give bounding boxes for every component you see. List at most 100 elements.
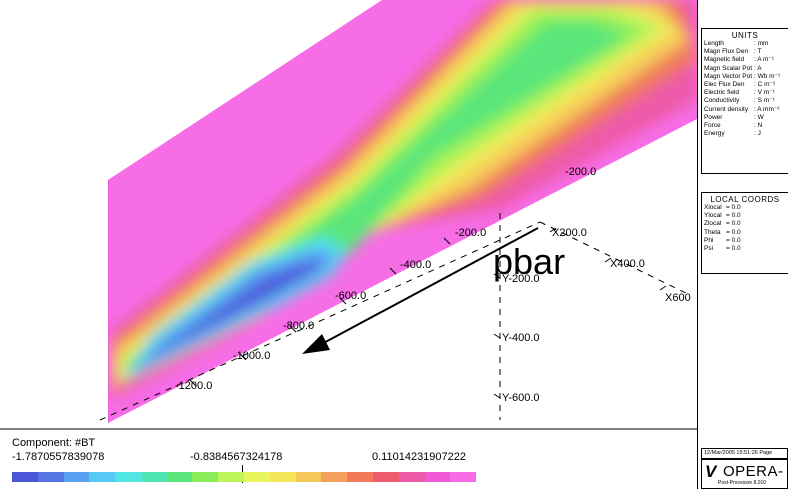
color-scale-bar — [12, 472, 477, 482]
unit-value: : mm — [754, 40, 769, 47]
3d-viewport[interactable]: X200.0 X400.0 X600 Y-200.0 Y-400.0 Y-600… — [0, 0, 697, 489]
component-label: Component: #BT — [12, 437, 96, 449]
unit-quantity: Conductivity — [704, 97, 740, 105]
unit-quantity: Elec Flux Den — [704, 81, 745, 89]
units-row: Energy : J — [702, 130, 788, 138]
x-axis-label: X200.0 — [552, 227, 587, 239]
unit-value: : T — [754, 48, 762, 56]
color-scale-swatch — [244, 472, 270, 482]
unit-value: : S m⁻¹ — [754, 97, 775, 105]
z-axis-label: -1200.0 — [175, 380, 212, 392]
coord-value: = 0.0 — [726, 204, 741, 211]
z-axis-label: -800.0 — [283, 320, 314, 332]
z-axis-label: -1000.0 — [233, 350, 270, 362]
units-title: UNITS — [731, 31, 759, 40]
z-axis-label: -600.0 — [335, 290, 366, 302]
coord-value: = 0.0 — [726, 220, 741, 228]
unit-value: : A mm⁻² — [754, 105, 780, 113]
info-sidebar: UNITS Length: mm Magn Flux Den: T Magnetic… — [697, 0, 788, 489]
z-axis-label: -400.0 — [400, 259, 431, 271]
unit-value: : C m⁻² — [754, 81, 776, 89]
unit-quantity: Magn Flux Den — [704, 48, 749, 56]
color-scale-swatch — [166, 472, 193, 482]
unit-quantity: Magnetic field — [704, 56, 745, 64]
unit-quantity: Energy — [704, 130, 725, 138]
color-scale-swatch — [89, 472, 116, 482]
unit-quantity: Force — [704, 122, 721, 130]
local-coords-row: Psi = 0.0 — [702, 245, 788, 253]
y-axis-label: Y-200.0 — [502, 273, 540, 285]
logo-mark-icon: V — [705, 462, 717, 481]
coord-name: Xlocal — [704, 204, 722, 211]
units-row: Magn Vector Pot: Wb m⁻¹ — [702, 73, 788, 81]
unit-value: : Wb m⁻¹ — [754, 72, 781, 80]
units-row: Current density : A mm⁻² — [702, 106, 788, 114]
color-scale-swatch — [372, 472, 399, 482]
logo-subtitle: Post-Processor 8.010 — [718, 480, 767, 486]
z-axis-label: -200.0 — [455, 227, 486, 239]
scale-max-value: 0.11014231907222 — [372, 451, 467, 463]
coord-value: = 0.0 — [726, 245, 741, 253]
logo-text: OPERA- — [723, 463, 784, 480]
unit-quantity: Current density — [704, 105, 749, 113]
units-row: Power : W — [702, 114, 788, 122]
coord-value: = 0.0 — [726, 212, 741, 220]
unit-value: : V m⁻¹ — [754, 89, 775, 97]
local-coords-row: Xlocal = 0.0 — [702, 204, 788, 212]
units-row: Magn Scalar Pot: A — [702, 65, 788, 73]
coord-name: Psi — [704, 245, 714, 253]
units-row: Elec Flux Den : C m⁻² — [702, 81, 788, 89]
local-coords-panel: LOCAL COORDS Xlocal = 0.0 Ylocal = 0.0 Zloca… — [701, 192, 788, 274]
axes — [99, 213, 691, 421]
x-axis-label: X400.0 — [610, 258, 645, 270]
color-scale-swatch — [63, 472, 90, 482]
local-coords-title: LOCAL COORDS — [710, 195, 780, 204]
y-axis-label: Y-400.0 — [502, 332, 540, 344]
color-scale-swatch — [218, 472, 245, 482]
coord-name: Zlocal — [704, 220, 722, 228]
units-row: Conductivity : S m⁻¹ — [702, 97, 788, 105]
units-row: Magn Flux Den : T — [702, 48, 788, 56]
unit-value: : A — [754, 64, 762, 72]
unit-value: : W — [754, 113, 764, 121]
color-scale-swatch — [140, 472, 167, 482]
timestamp-panel: 12/Mar/2005 15:51:26 Page — [701, 448, 788, 459]
color-scale-swatch — [295, 472, 322, 482]
color-scale-swatch — [450, 472, 477, 482]
unit-quantity: Magn Scalar Pot — [704, 64, 753, 72]
beam-annotation: pbar — [493, 241, 566, 282]
unit-quantity: Electric field — [704, 89, 740, 97]
unit-quantity: Magn Vector Pot — [704, 72, 753, 80]
coord-value: = 0.0 — [726, 236, 741, 244]
units-row: Force: N — [702, 122, 788, 130]
local-coords-row: Ylocal = 0.0 — [702, 212, 788, 220]
y-axis-label: Y-600.0 — [502, 392, 540, 404]
timestamp: 12/Mar/2005 15:51:26 Page — [704, 450, 773, 456]
color-scale-swatch — [398, 472, 425, 482]
axis-ticks — [189, 227, 667, 399]
field-plot: X200.0 X400.0 X600 Y-200.0 Y-400.0 Y-600… — [0, 0, 697, 430]
color-scale-swatch — [115, 472, 141, 482]
unit-quantity: Power — [704, 113, 723, 121]
local-coords-row: Zlocal = 0.0 — [702, 220, 788, 228]
coord-value: = 0.0 — [726, 228, 741, 236]
scale-mid-value: -0.8384567324178 — [190, 451, 283, 463]
color-scale-swatch — [12, 472, 38, 482]
coord-name: Theta — [704, 228, 721, 236]
units-panel: UNITS Length: mm Magn Flux Den: T Magnetic… — [701, 28, 788, 174]
local-coords-row: Theta = 0.0 — [702, 229, 788, 237]
unit-value: : J — [754, 130, 761, 138]
local-coords-list: Xlocal = 0.0 Ylocal = 0.0 Zlocal = 0.0 Theta = … — [702, 204, 788, 253]
units-list: Length: mm Magn Flux Den: T Magnetic field… — [702, 40, 788, 138]
coord-name: Phi — [704, 236, 714, 244]
color-scale-swatch — [424, 472, 451, 482]
opera-logo: V OPERA- Post-Processor 8.010 — [701, 459, 788, 489]
axis-labels: X200.0 X400.0 X600 Y-200.0 Y-400.0 Y-600… — [175, 166, 691, 404]
beam-direction-arrow — [302, 227, 539, 354]
unit-value: : A m⁻¹ — [754, 56, 775, 64]
units-row: Electric field : V m⁻¹ — [702, 89, 788, 97]
x-axis-label: X600 — [665, 292, 691, 304]
color-scale-swatch — [269, 472, 296, 482]
units-row: Magnetic field : A m⁻¹ — [702, 56, 788, 64]
color-scale-swatch — [37, 472, 64, 482]
